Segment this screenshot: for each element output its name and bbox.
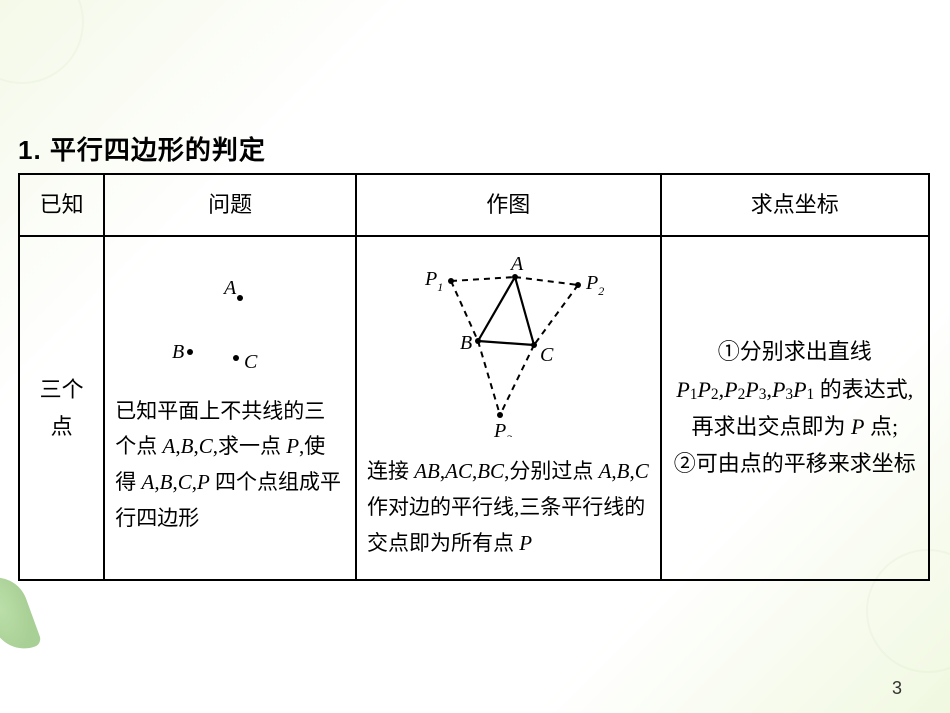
header-given: 已知: [19, 174, 104, 236]
svg-text:B: B: [460, 332, 472, 354]
svg-text:P3: P3: [493, 420, 512, 437]
cell-problem: A B C 已知平面上不共线的三个点 A,B,C,求一点 P,使得 A,B,C,P …: [104, 236, 356, 580]
slide-content: 1. 平行四边形的判定 已知 问题 作图 求点坐标 三个点 A B C 已知平面上不…: [18, 130, 932, 581]
construction-diagram: A B C P1 P2 P3: [408, 255, 608, 437]
decorative-swirl: [0, 0, 84, 84]
header-problem: 问题: [104, 174, 356, 236]
svg-text:C: C: [244, 351, 258, 373]
table-header-row: 已知 问题 作图 求点坐标: [19, 174, 929, 236]
cell-coord: ①分别求出直线 P1P2,P2P3,P3P1 的表达式,再求出交点即为 P 点;…: [661, 236, 929, 580]
svg-text:P2: P2: [585, 272, 604, 298]
header-draw: 作图: [356, 174, 661, 236]
svg-text:P1: P1: [424, 268, 443, 294]
header-coord: 求点坐标: [661, 174, 929, 236]
coord-method-2: ②可由点的平移来求坐标: [672, 445, 918, 482]
table-row: 三个点 A B C 已知平面上不共线的三个点 A,B,C,求一点 P,使得 A,B,…: [19, 236, 929, 580]
criteria-table: 已知 问题 作图 求点坐标 三个点 A B C 已知平面上不共线的三个点 A,B,C…: [18, 173, 930, 581]
problem-text: 已知平面上不共线的三个点 A,B,C,求一点 P,使得 A,B,C,P 四个点组…: [115, 394, 345, 537]
svg-text:A: A: [222, 280, 237, 299]
cell-draw: A B C P1 P2 P3 连接 AB,AC,BC,分别过点 A,B,C 作对边的平行线…: [356, 236, 661, 580]
coord-method-1: ①分别求出直线 P1P2,P2P3,P3P1 的表达式,再求出交点即为 P 点;: [672, 333, 918, 445]
svg-text:B: B: [172, 341, 184, 363]
draw-caption: 连接 AB,AC,BC,分别过点 A,B,C 作对边的平行线,三条平行线的交点即…: [367, 454, 650, 561]
cell-given: 三个点: [19, 236, 104, 580]
decorative-leaf: [0, 569, 42, 658]
three-points-diagram: A B C: [150, 280, 310, 388]
svg-text:C: C: [540, 344, 554, 366]
section-title: 1. 平行四边形的判定: [18, 130, 932, 167]
page-number: 3: [892, 678, 902, 699]
svg-text:A: A: [509, 255, 524, 275]
